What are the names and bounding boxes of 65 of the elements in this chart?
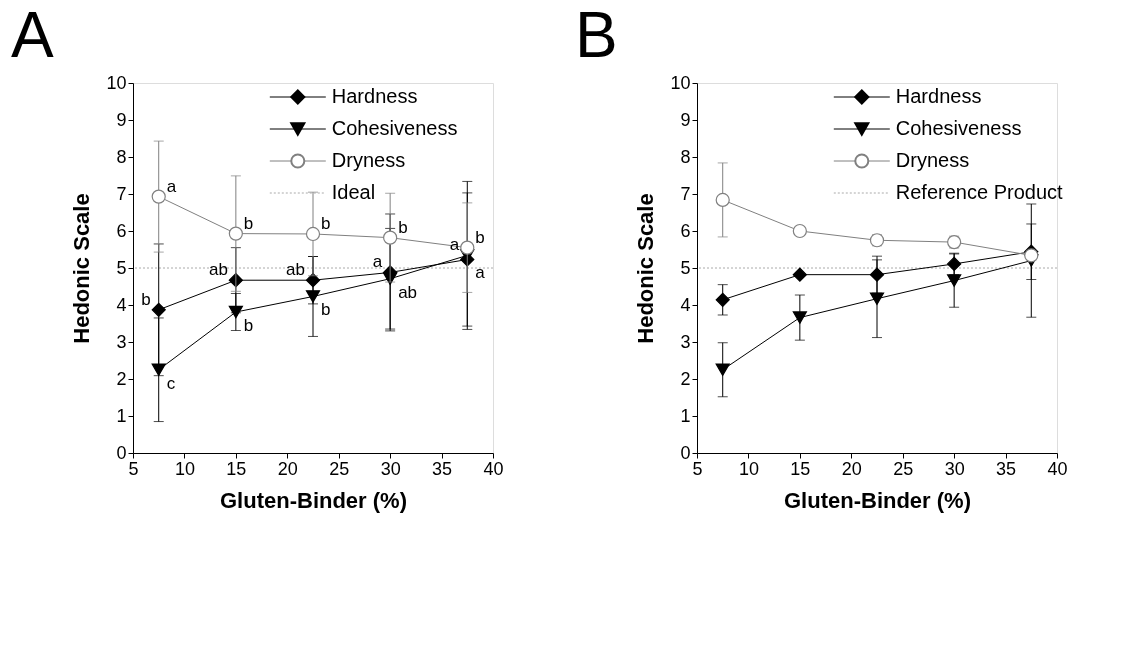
- annotation: c: [166, 373, 176, 393]
- legend-label: Cohesiveness: [331, 117, 458, 139]
- x-tick-label: 20: [277, 458, 298, 479]
- x-tick-label: 35: [432, 458, 453, 479]
- x-tick-label: 40: [1047, 458, 1068, 479]
- legend-label: Ideal: [331, 181, 376, 203]
- annotation: b: [141, 289, 151, 309]
- legend-label: Reference Product: [895, 181, 1063, 203]
- y-tick-label: 2: [116, 368, 127, 389]
- x-tick-label: 10: [174, 458, 195, 479]
- annotation: a: [166, 176, 177, 196]
- y-tick-label: 2: [680, 368, 691, 389]
- legend-label: Hardness: [331, 85, 418, 107]
- x-tick-label: 15: [790, 458, 811, 479]
- y-tick-label: 0: [116, 442, 127, 463]
- y-tick-label: 6: [116, 220, 127, 241]
- x-tick-label: 40: [483, 458, 504, 479]
- x-tick-label: 30: [380, 458, 401, 479]
- legend-label: Dryness: [895, 149, 970, 171]
- x-axis-title: Gluten-Binder (%): [220, 487, 407, 513]
- y-tick-label: 9: [680, 109, 691, 130]
- annotation: b: [243, 213, 254, 233]
- y-tick-label: 1: [680, 405, 691, 426]
- y-tick-label: 4: [116, 294, 127, 315]
- y-tick-label: 8: [116, 146, 127, 167]
- annotation: b: [321, 300, 331, 320]
- annotation: ab: [398, 282, 418, 302]
- y-tick-label: 4: [680, 294, 691, 315]
- y-tick-label: 1: [116, 405, 127, 426]
- y-tick-label: 10: [670, 72, 691, 93]
- x-tick-label: 10: [738, 458, 759, 479]
- annotation: b: [243, 316, 254, 336]
- legend-label: Dryness: [331, 149, 406, 171]
- y-tick-label: 9: [116, 109, 127, 130]
- x-tick-label: 15: [226, 458, 247, 479]
- chart-title: A: [10, 0, 54, 71]
- y-tick-label: 6: [680, 220, 691, 241]
- x-tick-label: 20: [841, 458, 862, 479]
- y-tick-label: 5: [116, 257, 127, 278]
- y-tick-label: 7: [680, 183, 691, 204]
- annotation: b: [475, 227, 485, 247]
- x-tick-label: 25: [893, 458, 914, 479]
- y-tick-label: 8: [680, 146, 691, 167]
- y-tick-label: 3: [116, 331, 127, 352]
- annotation: ab: [286, 260, 305, 280]
- y-tick-label: 0: [680, 442, 691, 463]
- annotation: a: [475, 263, 486, 283]
- x-tick-label: 25: [329, 458, 350, 479]
- y-tick-label: 5: [680, 257, 691, 278]
- legend-label: Cohesiveness: [895, 117, 1022, 139]
- chart-title: B: [574, 0, 618, 71]
- annotation: b: [398, 217, 408, 237]
- x-axis-title: Gluten-Binder (%): [784, 487, 971, 513]
- annotation: a: [449, 235, 460, 255]
- x-tick-label: 35: [996, 458, 1017, 479]
- y-tick-label: 7: [116, 183, 127, 204]
- annotation: a: [372, 252, 383, 272]
- y-tick-label: 3: [680, 331, 691, 352]
- y-axis-title: Hedonic Scale: [633, 193, 659, 344]
- legend-label: Hardness: [895, 85, 982, 107]
- y-axis-title: Hedonic Scale: [69, 193, 95, 344]
- annotation: ab: [208, 260, 228, 280]
- y-tick-label: 10: [106, 72, 127, 93]
- x-tick-label: 30: [944, 458, 965, 479]
- annotation: b: [321, 213, 331, 233]
